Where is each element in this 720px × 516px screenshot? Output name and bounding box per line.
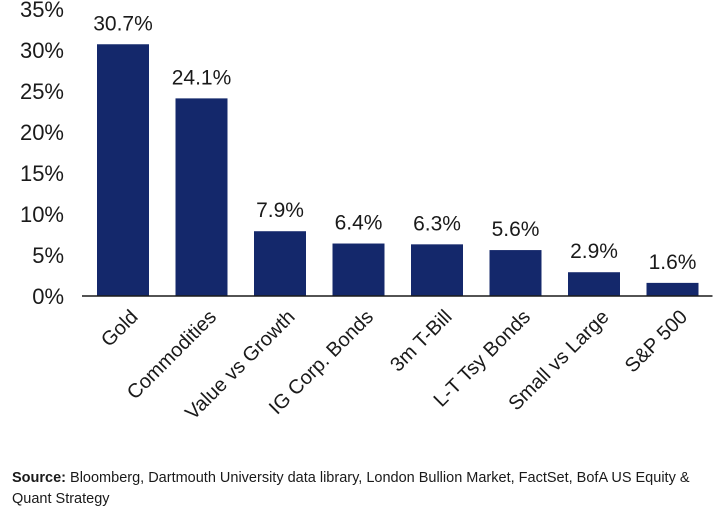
y-tick-label: 20% <box>20 120 64 145</box>
bar-value-label: 2.9% <box>570 240 618 263</box>
source-note: Source: Bloomberg, Dartmouth University … <box>12 468 712 510</box>
y-tick-label: 5% <box>32 243 64 268</box>
bar <box>646 282 699 296</box>
bar-value-label: 6.4% <box>335 212 383 235</box>
source-text: Bloomberg, Dartmouth University data lib… <box>12 470 690 507</box>
bar-value-label: 24.1% <box>172 66 232 89</box>
y-tick-label: 30% <box>20 38 64 63</box>
x-tick-label: 3m T-Bill <box>386 306 456 376</box>
bar-value-label: 5.6% <box>492 218 540 241</box>
x-tick-label: S&P 500 <box>621 306 692 377</box>
bar-value-label: 6.3% <box>413 212 461 235</box>
y-tick-label: 15% <box>20 161 64 186</box>
y-tick-label: 35% <box>20 0 64 22</box>
bar <box>175 98 228 296</box>
bar-value-label: 1.6% <box>649 251 697 274</box>
y-tick-label: 0% <box>32 284 64 309</box>
bar <box>97 44 149 297</box>
bars-group <box>97 44 699 297</box>
bar-value-labels: 30.7% 24.1% 7.9% 6.4% 6.3% 5.6% 2.9% 1.6% <box>93 12 696 274</box>
bar <box>411 244 463 296</box>
source-label: Source: <box>12 470 66 486</box>
y-tick-label: 10% <box>20 202 64 227</box>
bar <box>254 231 306 296</box>
bar-value-label: 7.9% <box>256 199 304 222</box>
bar <box>568 272 620 296</box>
x-tick-label: Gold <box>97 306 142 351</box>
bar-value-label: 30.7% <box>93 12 153 35</box>
y-tick-label: 25% <box>20 79 64 104</box>
bar <box>489 250 542 296</box>
y-axis-ticks: 0% 5% 10% 15% 20% 25% 30% 35% <box>20 0 64 309</box>
bar <box>332 243 385 296</box>
